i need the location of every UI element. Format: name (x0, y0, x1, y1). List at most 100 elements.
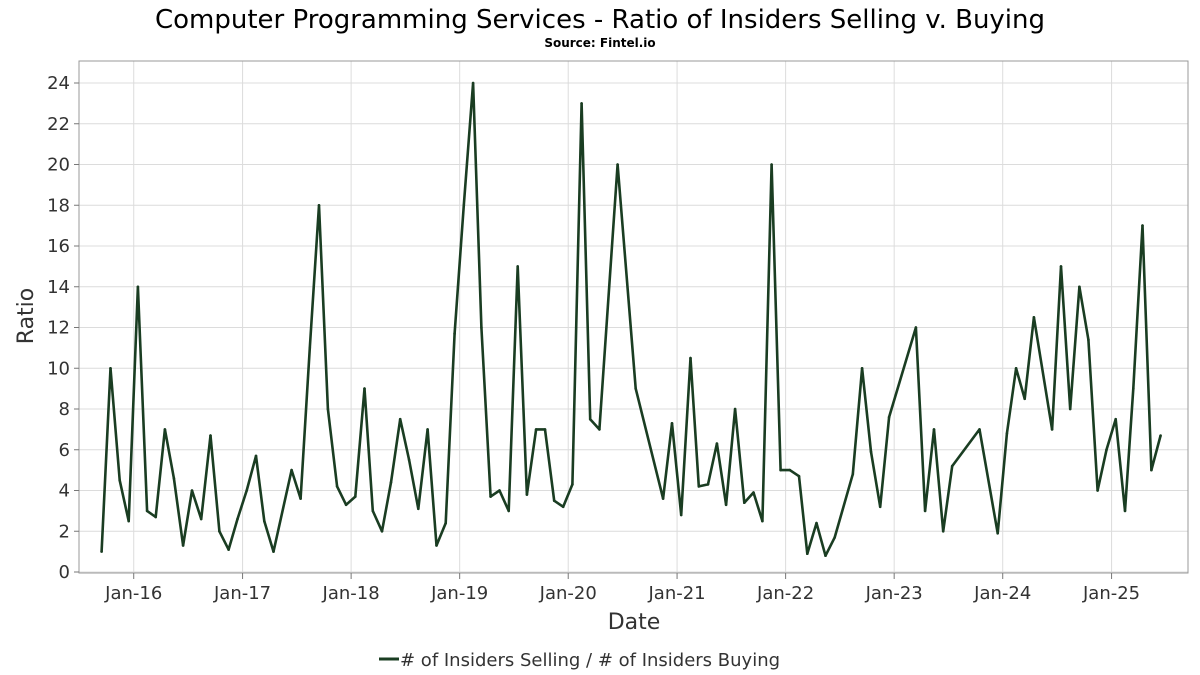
data-point (507, 509, 511, 513)
x-axis-label: Date (608, 610, 661, 635)
y-tick-label: 12 (47, 318, 70, 339)
data-point (181, 544, 185, 547)
data-point (172, 477, 176, 480)
data-point (389, 481, 393, 484)
data-point (462, 204, 466, 207)
data-point (580, 102, 583, 105)
data-point (398, 417, 402, 421)
data-point (1114, 417, 1117, 421)
data-point (471, 81, 475, 85)
y-tick-label: 22 (47, 114, 70, 135)
data-point (1132, 387, 1135, 390)
data-point (552, 499, 556, 503)
data-point (932, 428, 936, 431)
data-point (1032, 316, 1036, 319)
data-point (1096, 489, 1099, 492)
data-point (263, 519, 266, 523)
data-point (435, 544, 438, 547)
data-point (1059, 265, 1063, 268)
data-point (923, 509, 927, 513)
data-point (996, 532, 999, 535)
y-tick-label: 0 (59, 562, 70, 583)
x-axis: Jan-16 Jan-17 Jan-18 Jan-19 Jan-20 Jan-21 Jan-… (104, 573, 1140, 604)
data-point (616, 163, 619, 166)
data-point (199, 517, 203, 521)
data-point (724, 503, 728, 507)
x-tick-label: Jan-19 (430, 583, 488, 604)
data-point (689, 356, 692, 360)
data-point (109, 367, 112, 370)
data-point (480, 326, 483, 329)
data-point (236, 517, 239, 521)
data-point (634, 387, 637, 390)
data-point (453, 332, 456, 335)
data-point (344, 503, 348, 507)
data-point (317, 204, 321, 207)
data-point (697, 485, 701, 488)
data-point (797, 474, 801, 478)
data-point (308, 346, 312, 350)
data-point (661, 497, 665, 500)
legend: # of Insiders Selling / # of Insiders Bu… (379, 650, 780, 671)
data-point (516, 265, 519, 268)
data-point (299, 497, 302, 500)
data-point (426, 428, 429, 431)
data-point (851, 472, 855, 476)
data-point (100, 550, 103, 553)
data-point (543, 428, 547, 431)
y-tick-label: 2 (59, 521, 70, 542)
data-point (1014, 367, 1018, 370)
data-point (941, 530, 945, 533)
x-tick-label: Jan-16 (104, 583, 162, 604)
data-point (715, 442, 719, 445)
data-point (1159, 434, 1162, 437)
data-point (335, 485, 339, 488)
plot-frame (78, 60, 1189, 574)
y-tick-label: 8 (59, 399, 70, 420)
data-point (978, 428, 981, 431)
data-point (354, 495, 357, 498)
data-point (815, 521, 818, 525)
data-point (1105, 448, 1108, 452)
data-point (209, 434, 212, 437)
data-point (914, 326, 918, 329)
chart-subtitle: Source: Fintel.io (544, 36, 655, 50)
data-point (806, 552, 809, 555)
data-point (887, 415, 891, 419)
x-tick-label: Jan-23 (865, 583, 923, 604)
x-tick-label: Jan-18 (322, 583, 380, 604)
data-point (752, 491, 755, 494)
data-point (869, 450, 873, 454)
chart-title: Computer Programming Services - Ratio of… (155, 5, 1045, 35)
data-point (254, 454, 258, 458)
data-point (1005, 432, 1009, 435)
data-point (878, 505, 882, 509)
x-tick-label: Jan-22 (756, 583, 814, 604)
data-point (598, 428, 601, 431)
data-point (525, 493, 529, 496)
x-tick-label: Jan-17 (213, 583, 271, 604)
data-point (272, 550, 275, 553)
data-point (118, 479, 121, 482)
data-point (706, 483, 710, 486)
y-tick-label: 20 (47, 155, 70, 176)
data-point (561, 505, 565, 509)
data-point (1068, 407, 1072, 411)
data-point (145, 509, 149, 513)
data-point (407, 458, 411, 462)
data-point (218, 530, 221, 533)
data-point (770, 163, 773, 166)
data-point (154, 515, 157, 519)
data-point (788, 468, 792, 472)
y-tick-label: 4 (59, 481, 70, 502)
data-point (860, 367, 864, 370)
data-point (733, 407, 737, 411)
data-point (1141, 224, 1144, 227)
data-point (290, 468, 293, 472)
data-point (190, 489, 194, 492)
y-tick-label: 6 (59, 440, 70, 461)
x-tick-label: Jan-25 (1082, 583, 1140, 604)
data-point (571, 483, 574, 486)
